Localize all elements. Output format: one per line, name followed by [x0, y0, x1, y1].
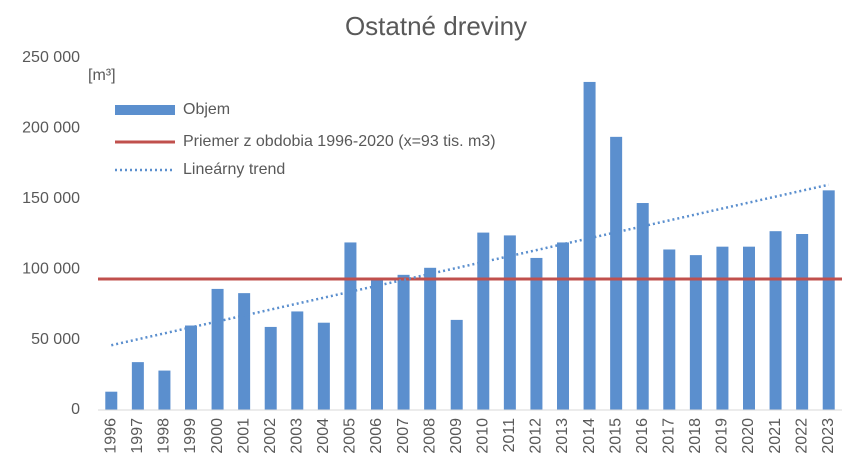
- bar: [743, 246, 755, 410]
- bar: [450, 319, 463, 410]
- x-tick-label: 2016: [634, 418, 651, 454]
- y-tick-label: 200 000: [22, 120, 80, 137]
- x-tick-label: 1998: [156, 418, 173, 454]
- bar: [424, 267, 437, 410]
- bar: [158, 370, 171, 410]
- bar: [344, 242, 357, 410]
- bar: [636, 203, 649, 410]
- x-tick-label: 2001: [235, 418, 252, 454]
- bar: [185, 325, 197, 410]
- x-tick-label: 2012: [528, 418, 545, 454]
- x-tick-label: 2006: [368, 418, 385, 454]
- x-tick-label: 1997: [129, 418, 146, 454]
- bar: [264, 326, 277, 410]
- bar: [716, 246, 729, 410]
- y-tick-label: 0: [71, 401, 80, 418]
- x-tick-label: 2003: [289, 418, 306, 454]
- x-tick-label: 2000: [209, 418, 226, 454]
- x-tick-label: 2021: [767, 418, 784, 454]
- legend-label: Objem: [183, 101, 230, 118]
- x-tick-label: 2023: [820, 418, 837, 454]
- x-tick-label: 2008: [421, 418, 438, 454]
- x-tick-label: 2014: [581, 418, 598, 454]
- y-tick-label: 250 000: [22, 49, 80, 66]
- y-tick-label: 50 000: [31, 331, 80, 348]
- x-tick-label: 2017: [661, 418, 678, 454]
- bar: [689, 255, 702, 410]
- x-tick-label: 2022: [793, 418, 810, 454]
- bar: [371, 279, 383, 410]
- x-tick-label: 2013: [554, 418, 571, 454]
- x-tick-label: 2002: [262, 418, 279, 454]
- x-tick-label: 2015: [607, 418, 624, 454]
- bar: [131, 362, 144, 410]
- bar: [557, 242, 569, 410]
- x-tick-label: 2020: [740, 418, 757, 454]
- y-tick-label: 150 000: [22, 190, 80, 207]
- bar: [530, 257, 543, 410]
- legend-swatch: [115, 105, 175, 115]
- bar: [796, 234, 809, 410]
- x-tick-label: 2007: [395, 418, 412, 454]
- x-tick-label: 2019: [714, 418, 731, 454]
- bar: [105, 391, 118, 410]
- y-unit-label: [m³]: [88, 67, 116, 84]
- x-tick-label: 1996: [103, 418, 120, 454]
- legend-label: Lineárny trend: [183, 161, 285, 178]
- x-tick-label: 2010: [475, 418, 492, 454]
- bar: [317, 322, 330, 410]
- bar: [769, 231, 782, 410]
- x-tick-label: 2005: [342, 418, 359, 454]
- x-tick-label: 2004: [315, 418, 332, 454]
- legend-label: Priemer z obdobia 1996-2020 (x=93 tis. m…: [183, 133, 496, 150]
- x-tick-label: 2011: [501, 418, 518, 453]
- bar: [211, 288, 224, 410]
- bar: [291, 311, 304, 410]
- bar: [397, 274, 410, 410]
- bar: [610, 136, 623, 410]
- bar: [822, 190, 835, 410]
- x-tick-label: 1999: [182, 418, 199, 454]
- bar: [238, 293, 251, 410]
- x-tick-label: 2018: [687, 418, 704, 454]
- chart-title: Ostatné dreviny: [345, 11, 527, 41]
- bar: [663, 249, 676, 410]
- y-tick-label: 100 000: [22, 260, 80, 277]
- x-tick-label: 2009: [448, 418, 465, 454]
- bar: [583, 81, 596, 410]
- bar: [477, 232, 490, 410]
- bar: [503, 235, 516, 410]
